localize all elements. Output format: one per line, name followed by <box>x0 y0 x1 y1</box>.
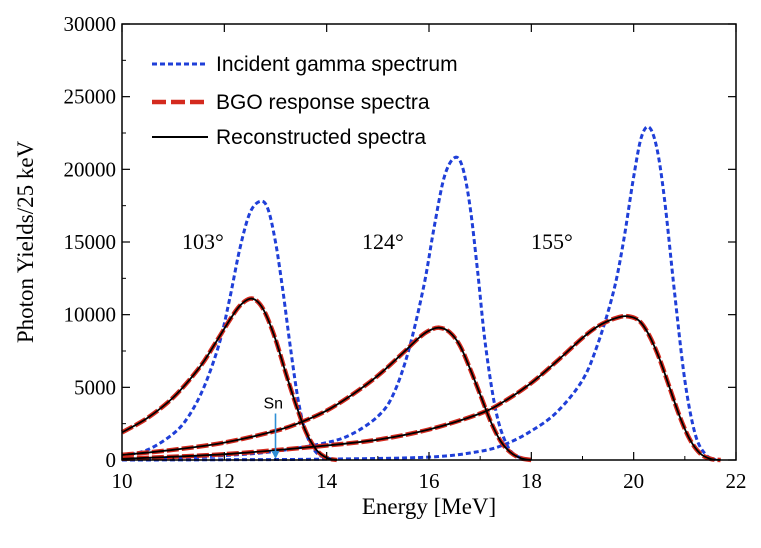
x-tick-label: 18 <box>521 469 542 493</box>
legend: Incident gamma spectrum BGO response spe… <box>152 53 458 149</box>
legend-label-incident: Incident gamma spectrum <box>216 53 458 76</box>
series-line-reconstructed-6 <box>121 297 338 461</box>
y-tick-label: 30000 <box>64 12 117 36</box>
y-tick-label: 10000 <box>64 303 117 327</box>
sn-marker-arrow <box>271 451 280 459</box>
y-tick-label: 0 <box>106 448 117 472</box>
legend-label-bgo: BGO response spectra <box>216 91 430 114</box>
x-tick-label: 10 <box>112 469 133 493</box>
series-layer <box>120 125 721 463</box>
y-axis-title: Photon Yields/25 keV <box>13 140 38 343</box>
annotation-124-deg: 124° <box>362 229 404 254</box>
x-tick-label: 14 <box>316 469 338 493</box>
x-tick-label: 20 <box>623 469 644 493</box>
x-tick-label: 22 <box>726 469 747 493</box>
sn-label: Sn <box>264 395 284 412</box>
series-line-reconstructed-8 <box>121 315 721 461</box>
y-tick-label: 5000 <box>74 375 116 399</box>
y-tick-label: 15000 <box>64 230 117 254</box>
sn-marker: Sn <box>264 395 284 459</box>
annotation-155-deg: 155° <box>531 229 573 254</box>
y-tick-label: 20000 <box>64 157 117 181</box>
annotation-103-deg: 103° <box>182 229 224 254</box>
x-tick-label: 16 <box>419 469 440 493</box>
x-tick-label: 12 <box>214 469 235 493</box>
x-axis-title: Energy [MeV] <box>362 494 496 519</box>
series-line-incident-2 <box>121 125 717 462</box>
y-tick-label: 25000 <box>64 85 117 109</box>
ticks-layer: 10 12 14 16 18 20 22 0 5000 10000 15000 20000 25000 3… <box>64 12 747 493</box>
legend-label-reconstructed: Reconstructed spectra <box>216 126 426 149</box>
series-line-reconstructed-7 <box>121 326 532 461</box>
